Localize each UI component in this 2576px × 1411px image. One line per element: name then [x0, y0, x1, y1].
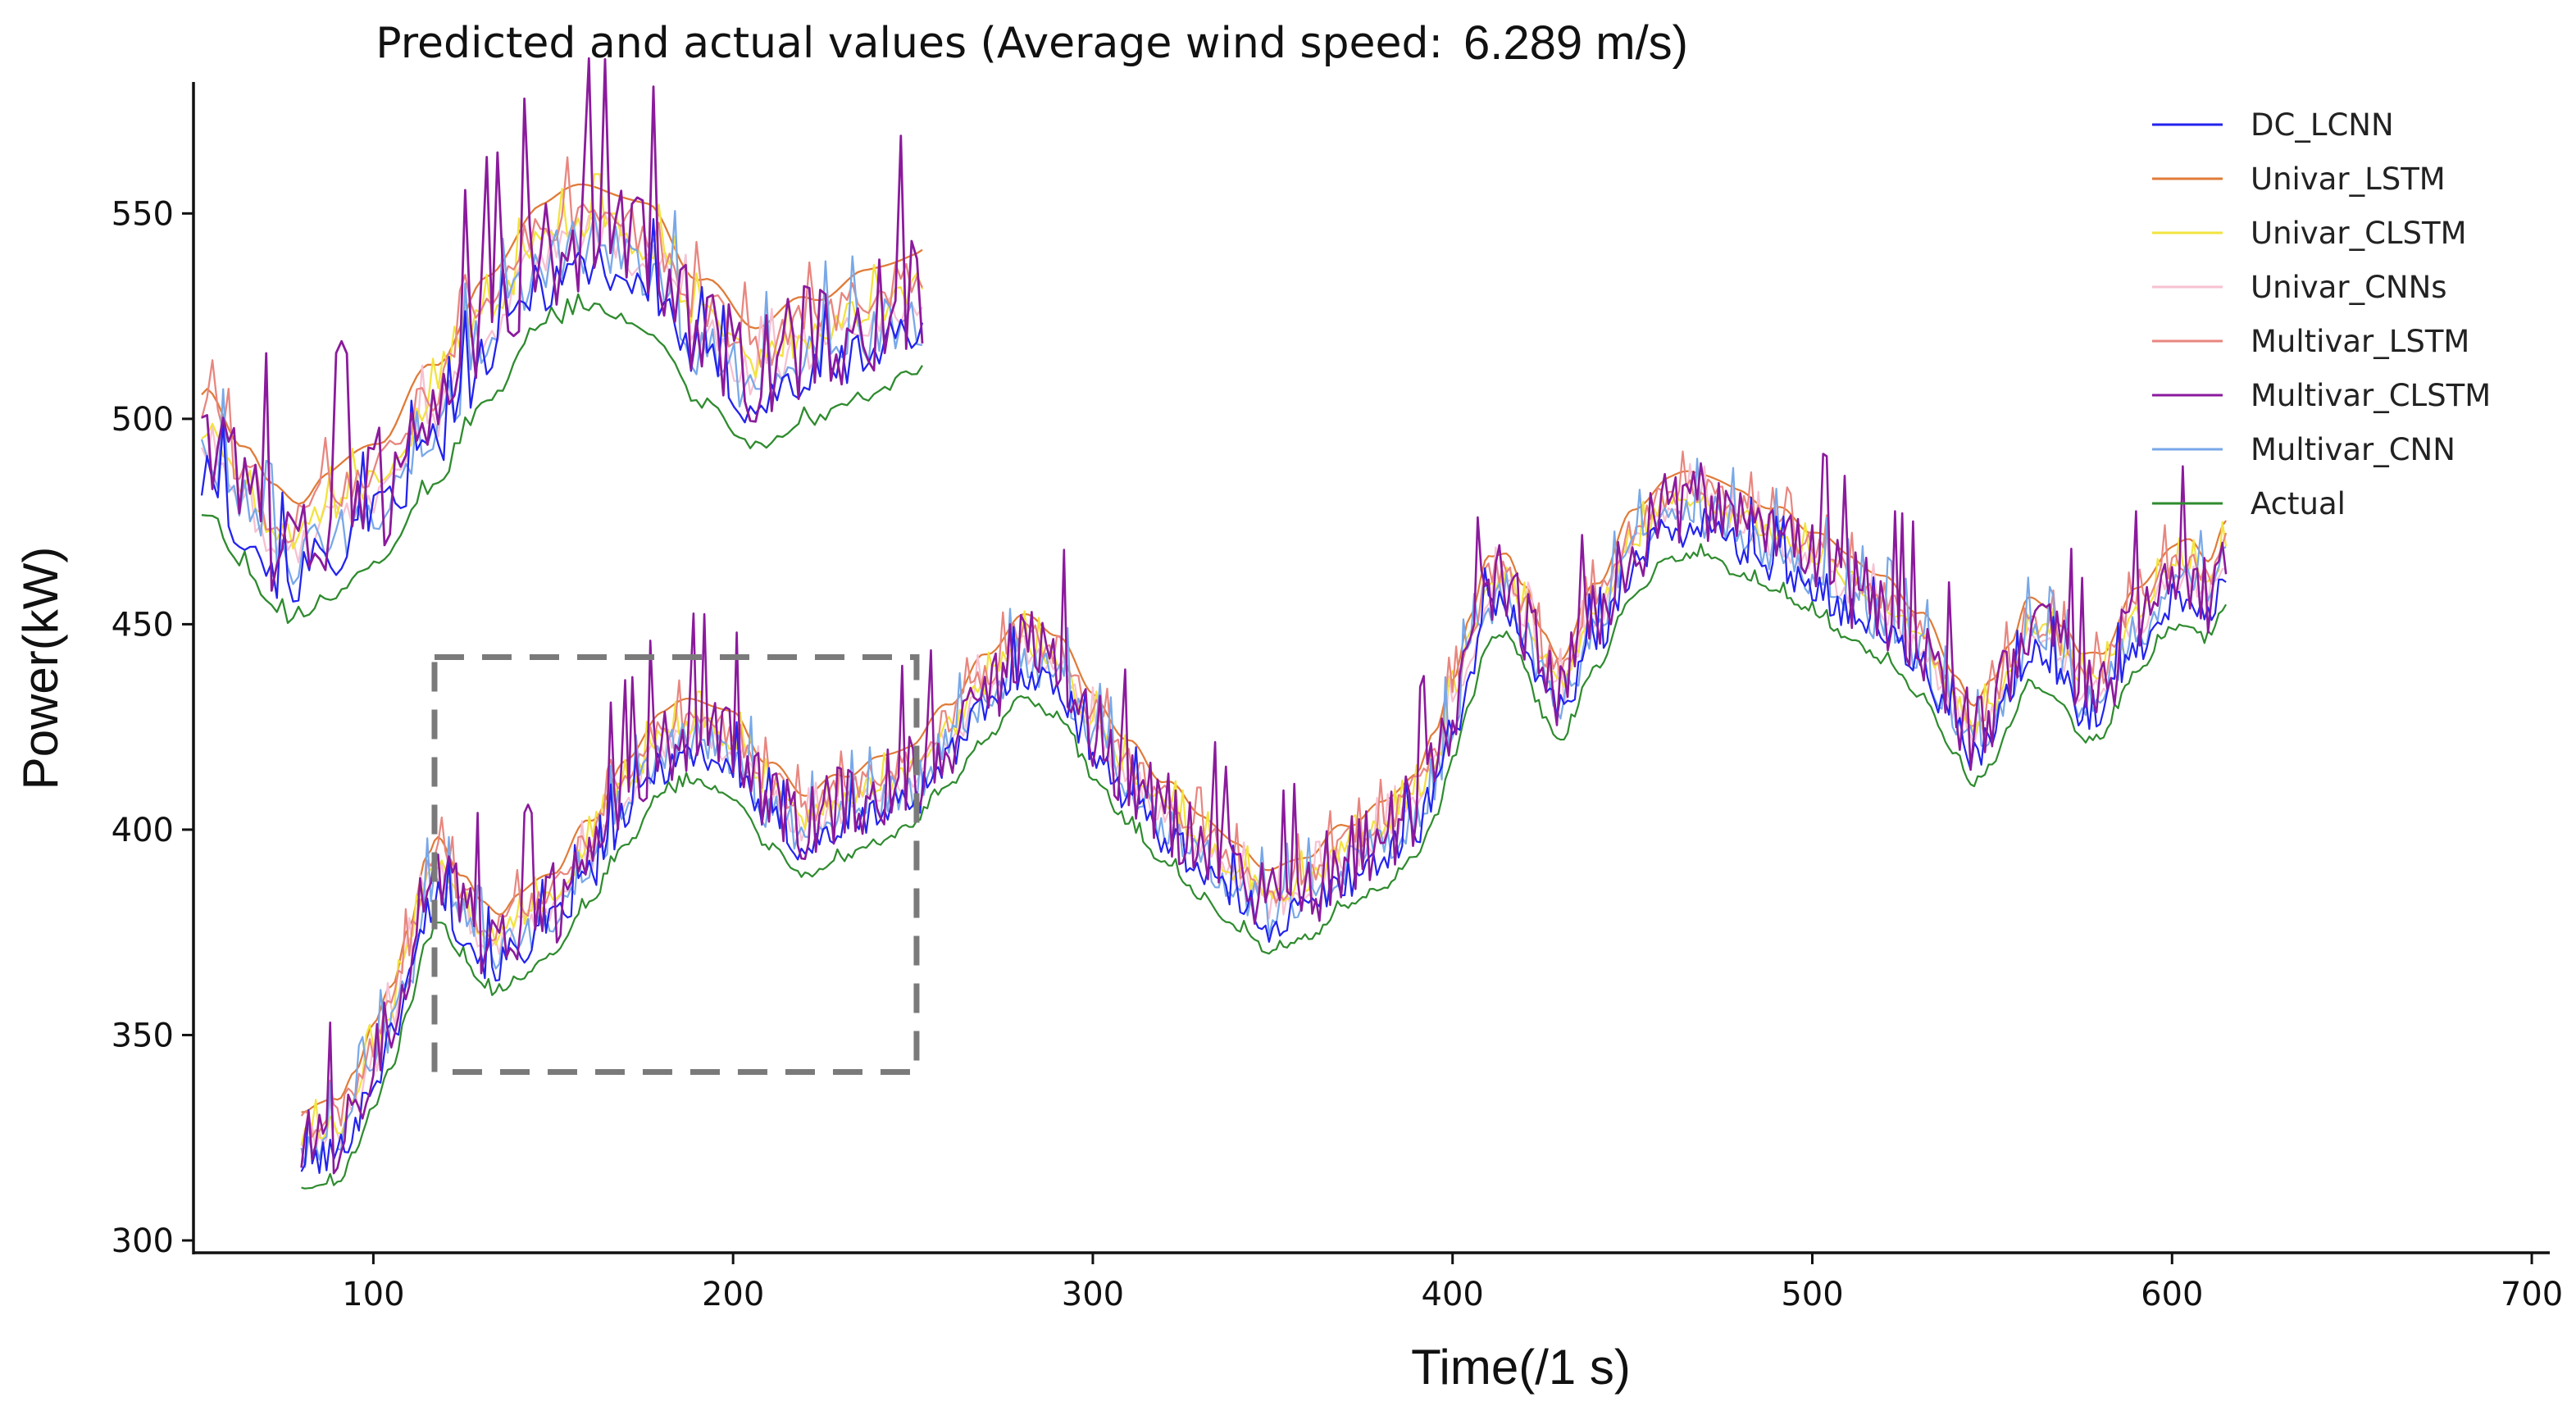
series-line-multivar-cnn	[300, 457, 2227, 1168]
axes	[192, 82, 2550, 1254]
chart-title: Predicted and actual values (Average win…	[375, 19, 1443, 68]
legend-label: Univar_LSTM	[2251, 162, 2446, 197]
series-line-univar-cnns	[300, 462, 2227, 1152]
x-tick-label: 600	[2141, 1276, 2203, 1313]
x-ticks: 100 200 300 400 500 600 700	[342, 1253, 2563, 1313]
inset-series-line-actual	[201, 293, 923, 625]
series-line-multivar-clstm	[300, 453, 2228, 1175]
y-tick-label: 550	[112, 195, 174, 233]
y-tick-label: 350	[112, 1017, 174, 1054]
legend-label: Actual	[2251, 486, 2346, 521]
inset-series-line-multivar-cnn	[200, 210, 923, 585]
x-tick-label: 700	[2501, 1276, 2563, 1313]
series-line-univar-clstm	[300, 491, 2228, 1145]
series-line-actual	[301, 543, 2228, 1190]
inset-series-line-dc-lcnn	[200, 217, 924, 603]
y-axis-label: Power(kW)	[13, 547, 68, 790]
plot-area	[300, 450, 2228, 1190]
x-tick-label: 500	[1781, 1276, 1843, 1313]
x-axis-label: Time(/1 s)	[1411, 1340, 1631, 1395]
legend-label: Multivar_CNN	[2251, 432, 2455, 467]
legend-label: DC_LCNN	[2251, 107, 2394, 143]
highlight-box	[431, 653, 920, 1076]
y-tick-label: 300	[112, 1222, 174, 1260]
inset-series-line-multivar-clstm	[201, 57, 924, 592]
y-tick-label: 400	[112, 812, 174, 849]
series-line-multivar-lstm	[300, 450, 2228, 1138]
y-tick-label: 450	[112, 606, 174, 644]
inset-series-line-univar-cnns	[200, 213, 923, 564]
legend-label: Univar_CNNs	[2251, 270, 2447, 305]
y-tick-label: 500	[112, 401, 174, 439]
y-ticks: 300 350 400 450 500 550	[112, 195, 193, 1260]
legend: DC_LCNN Univar_LSTM Univar_CLSTM Univar_CNN…	[2152, 107, 2491, 521]
inset-zoom	[200, 57, 924, 625]
legend-label: Univar_CLSTM	[2251, 216, 2467, 251]
series-line-dc-lcnn	[300, 496, 2227, 1174]
x-tick-label: 100	[342, 1276, 404, 1313]
x-tick-label: 400	[1422, 1276, 1484, 1313]
legend-label: Multivar_CLSTM	[2251, 378, 2491, 413]
x-tick-label: 200	[702, 1276, 764, 1313]
legend-label: Multivar_LSTM	[2251, 324, 2469, 359]
x-tick-label: 300	[1062, 1276, 1124, 1313]
series-line-univar-lstm	[301, 470, 2227, 1113]
chart-title-value: 6.289 m/s)	[1463, 16, 1688, 70]
